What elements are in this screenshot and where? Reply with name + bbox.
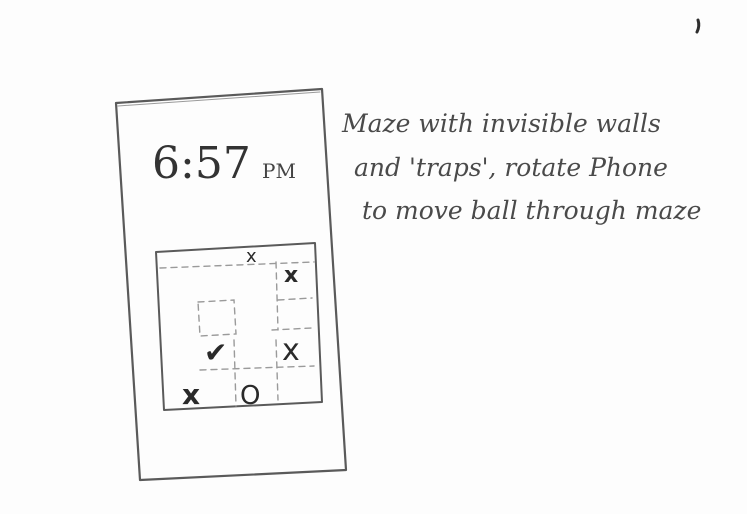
annotation-note: Maze with invisible walls and 'traps', r… xyxy=(341,109,701,225)
maze-panel: x x x x ✔ O xyxy=(155,242,323,411)
phone-clock: 6:57 PM xyxy=(152,138,296,189)
annotation-line: Maze with invisible walls xyxy=(341,109,661,138)
phone-outline xyxy=(114,87,348,482)
trap-marker: x xyxy=(282,333,300,368)
clock-time: 6:57 xyxy=(152,138,251,189)
trap-marker: x xyxy=(284,263,298,288)
maze-border xyxy=(155,242,323,411)
clock-ampm: PM xyxy=(262,159,296,183)
ball: O xyxy=(240,381,260,411)
stray-mark xyxy=(695,18,701,34)
trap-marker: x xyxy=(246,246,257,267)
annotation-line: to move ball through maze xyxy=(362,196,701,225)
goal-check: ✔ xyxy=(204,336,227,369)
trap-marker: x xyxy=(182,378,200,411)
annotation-line: and 'traps', rotate Phone xyxy=(354,153,668,182)
maze-walls xyxy=(159,261,315,407)
